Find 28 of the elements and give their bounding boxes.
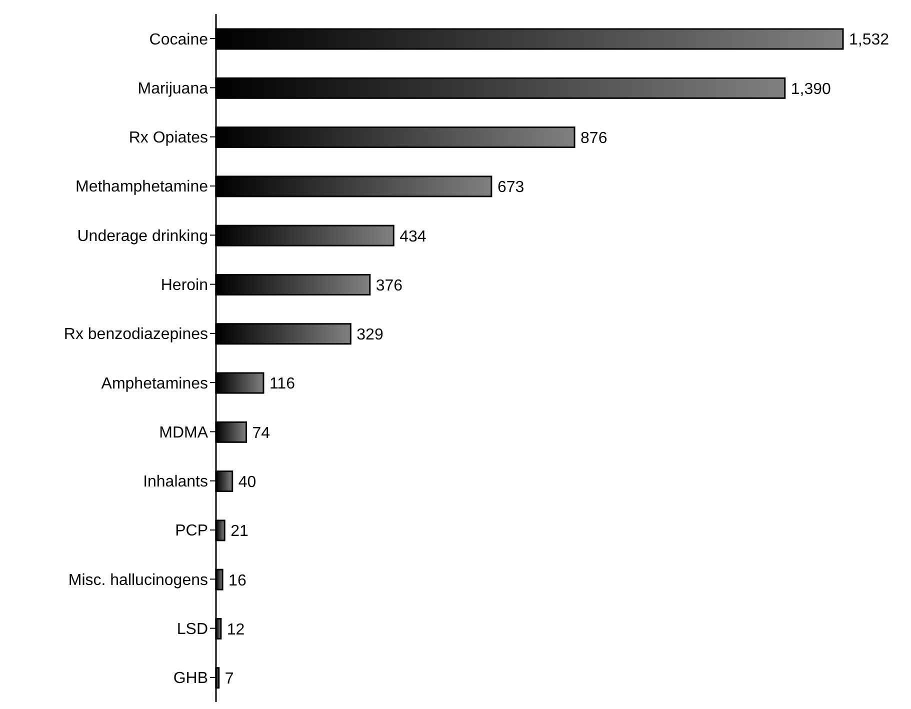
- data-label: 1,390: [790, 80, 832, 98]
- data-label: 16: [228, 572, 246, 590]
- y-tick-label: Marijuana: [138, 80, 208, 98]
- data-label: 40: [238, 474, 256, 491]
- data-label: 376: [376, 277, 403, 294]
- y-tick-label: Misc. hallucinogens: [68, 572, 208, 589]
- data-label: 673: [497, 179, 524, 196]
- data-label: 1,532: [849, 32, 890, 49]
- y-tick-label: Underage drinking: [77, 228, 208, 245]
- y-tick-label: Heroin: [160, 276, 208, 294]
- y-tick-label: Methamphetamine: [75, 178, 208, 196]
- y-tick-label: Cocaine: [149, 31, 208, 48]
- y-tick-label: Rx Opiates: [128, 130, 208, 147]
- data-label: 434: [400, 228, 426, 246]
- y-tick-label: GHB: [173, 670, 208, 688]
- y-tick-label: Amphetamines: [101, 375, 208, 392]
- y-tick-label: LSD: [176, 620, 208, 638]
- data-label: 116: [269, 376, 296, 393]
- y-tick-label: MDMA: [159, 424, 208, 442]
- y-tick-label: Rx benzodiazepines: [64, 326, 208, 344]
- data-label: 12: [226, 621, 245, 638]
- y-tick-label: Inhalants: [143, 474, 208, 491]
- data-label: 329: [356, 326, 384, 344]
- data-label: 74: [252, 424, 270, 442]
- data-label: 7: [224, 670, 234, 688]
- data-label: 21: [230, 523, 248, 540]
- y-tick-label: PCP: [175, 522, 208, 540]
- data-label: 876: [580, 130, 608, 147]
